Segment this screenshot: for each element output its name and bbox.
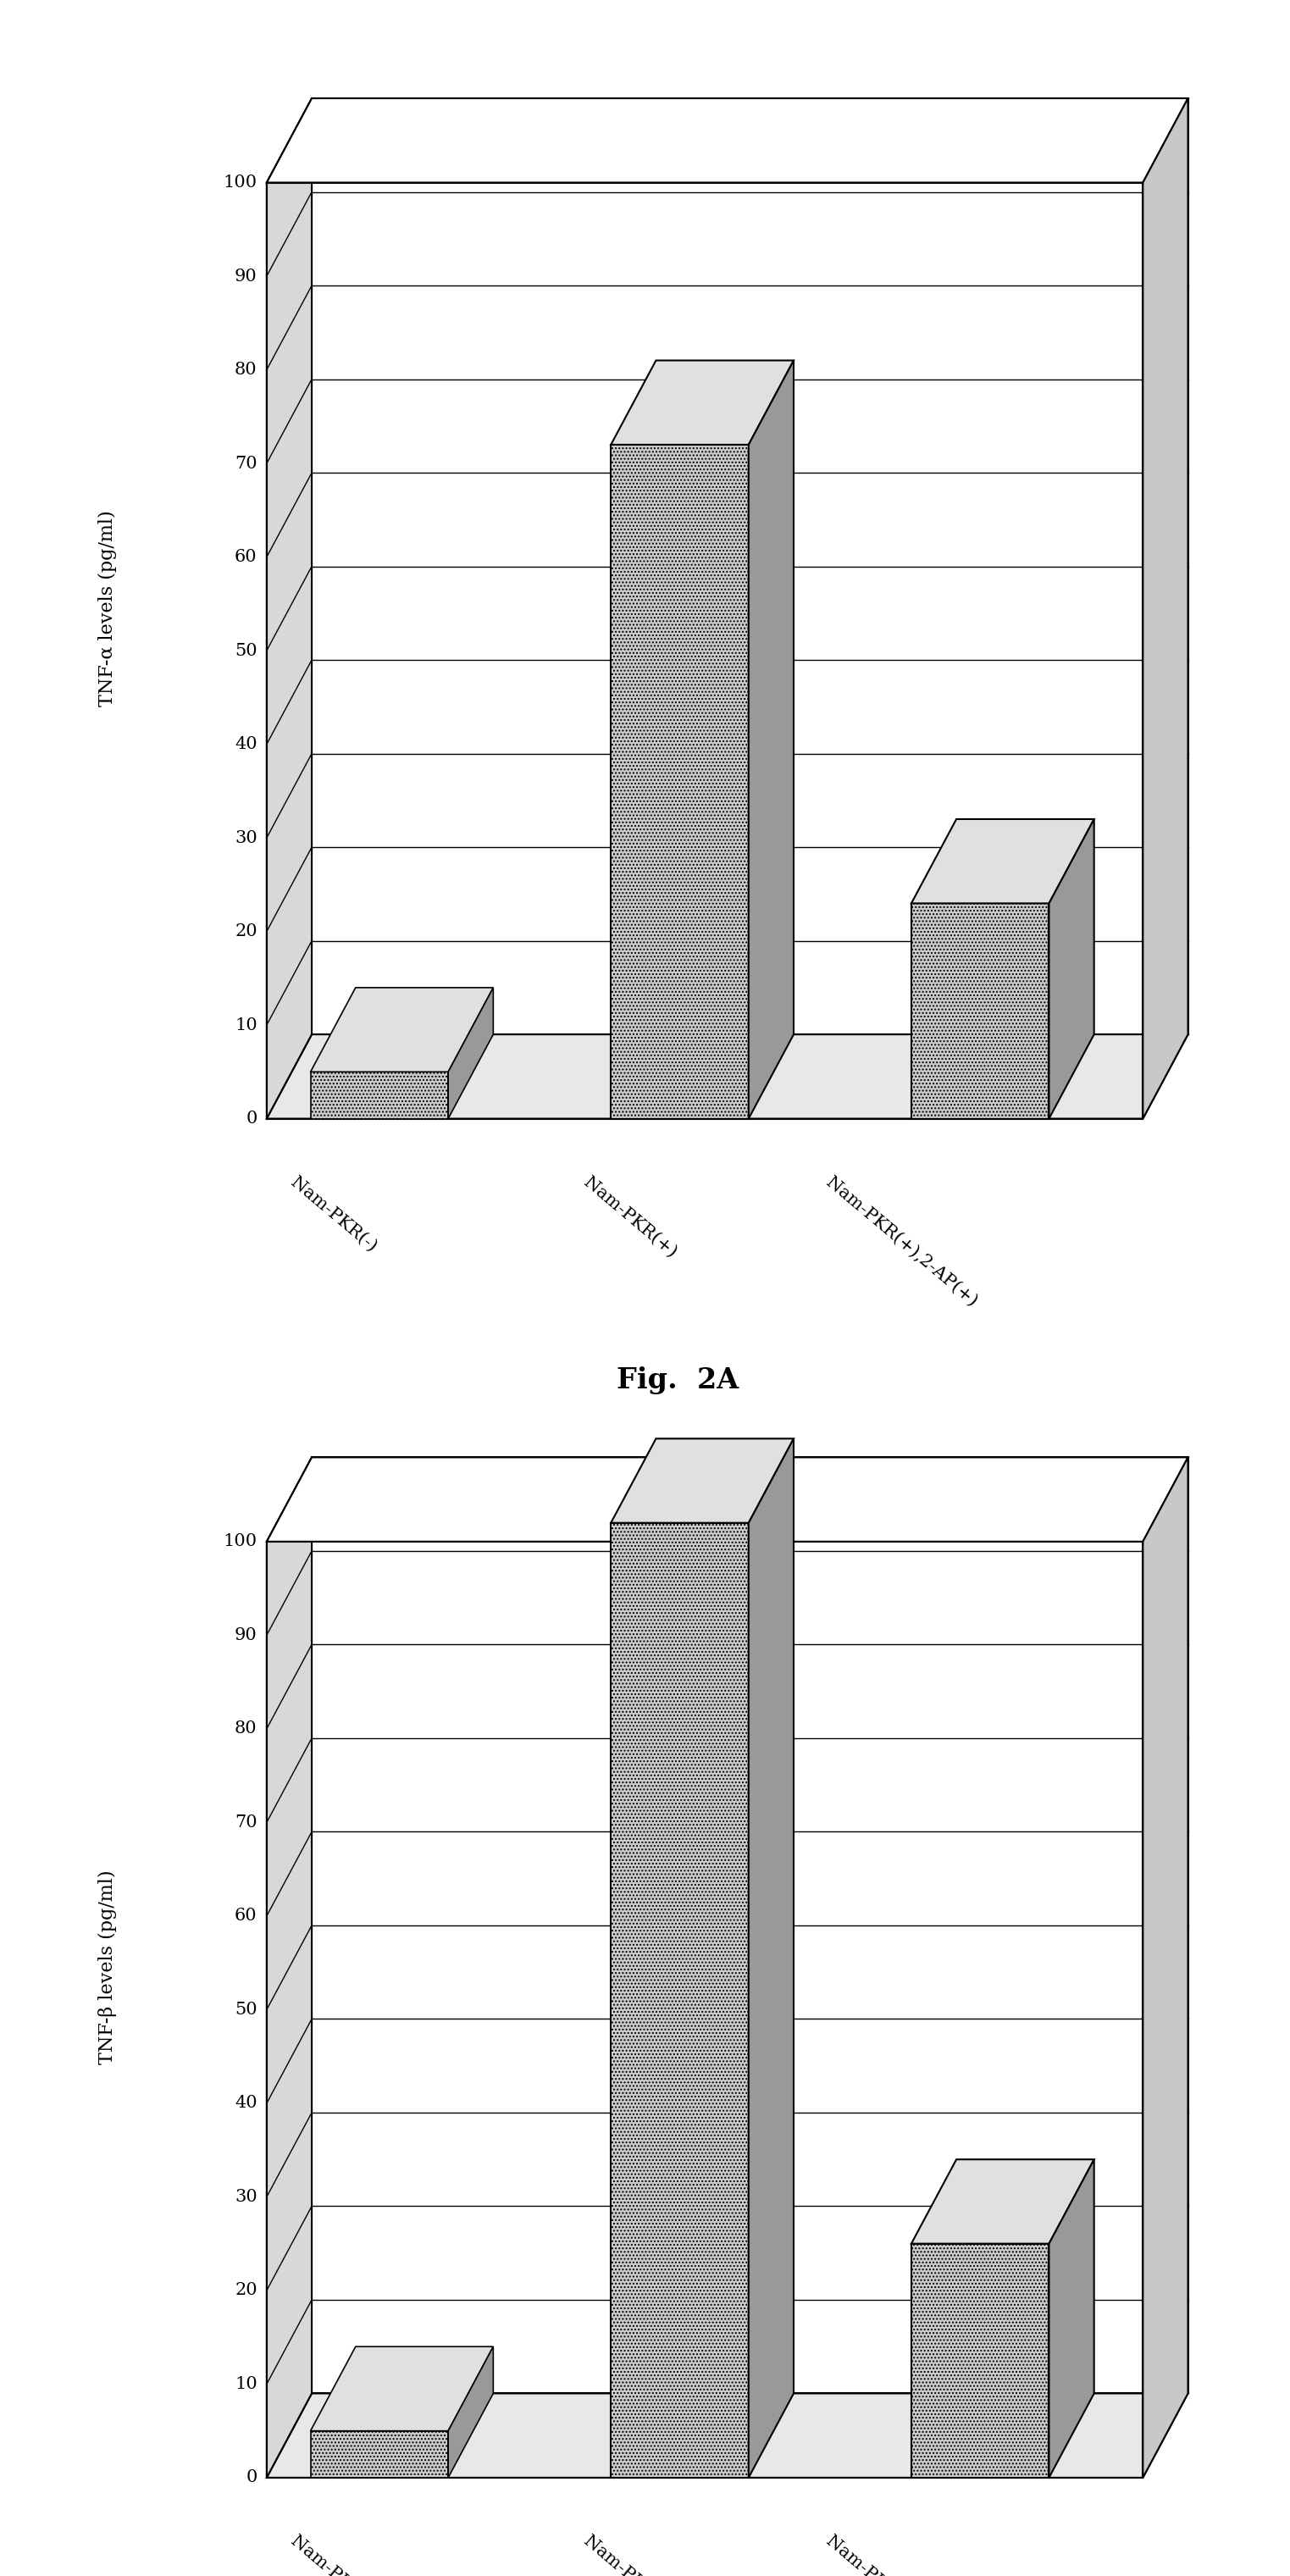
Text: 20: 20 [235,2282,257,2298]
Polygon shape [748,361,793,1118]
Text: 50: 50 [235,2002,257,2017]
Text: Fig.  2A: Fig. 2A [617,1365,738,1394]
Y-axis label: TNF-β levels (pg/ml): TNF-β levels (pg/ml) [98,1870,117,2066]
Y-axis label: TNF-α levels (pg/ml): TNF-α levels (pg/ml) [98,510,117,706]
Text: 10: 10 [235,1018,257,1033]
Polygon shape [911,819,1094,904]
Text: 90: 90 [235,268,257,283]
Text: 40: 40 [235,737,257,752]
Polygon shape [611,361,793,446]
Text: 0: 0 [246,2470,257,2486]
Polygon shape [911,2159,1094,2244]
Polygon shape [611,1522,748,2478]
Text: 20: 20 [235,922,257,940]
Polygon shape [1049,2159,1094,2478]
Polygon shape [611,1437,793,1522]
Text: 10: 10 [235,2375,257,2393]
Polygon shape [311,2347,493,2432]
Polygon shape [311,987,493,1072]
Text: 80: 80 [235,1721,257,1736]
Polygon shape [911,2244,1049,2478]
Text: 100: 100 [223,175,257,191]
Text: 50: 50 [235,641,257,659]
Text: 90: 90 [235,1628,257,1643]
Polygon shape [1049,819,1094,1118]
Polygon shape [611,446,748,1118]
Text: 30: 30 [235,829,257,845]
Text: 80: 80 [235,361,257,379]
Polygon shape [311,1072,448,1118]
Polygon shape [312,98,1188,1036]
Polygon shape [267,98,1188,183]
Polygon shape [267,1036,1188,1118]
Text: 40: 40 [235,2094,257,2112]
Polygon shape [911,904,1049,1118]
Text: 60: 60 [235,1909,257,1924]
Polygon shape [311,2432,448,2478]
Text: 70: 70 [235,1814,257,1832]
Polygon shape [1143,98,1188,1118]
Polygon shape [312,1458,1188,2393]
Polygon shape [267,1458,1188,1540]
Polygon shape [448,2347,493,2478]
Text: 100: 100 [223,1533,257,1551]
Text: 70: 70 [235,456,257,471]
Polygon shape [748,1437,793,2478]
Text: 0: 0 [246,1110,257,1126]
Text: 60: 60 [235,549,257,564]
Polygon shape [448,987,493,1118]
Polygon shape [267,98,312,1118]
Polygon shape [267,1458,312,2478]
Polygon shape [1143,1458,1188,2478]
Polygon shape [267,2393,1188,2478]
Text: 30: 30 [235,2190,257,2205]
